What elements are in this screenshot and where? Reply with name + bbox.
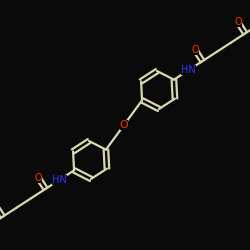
Text: O: O xyxy=(234,18,242,28)
Text: O: O xyxy=(192,45,199,55)
Text: O: O xyxy=(120,120,128,130)
Text: HN: HN xyxy=(52,174,67,184)
Text: O: O xyxy=(35,173,42,183)
Text: HN: HN xyxy=(181,66,196,76)
